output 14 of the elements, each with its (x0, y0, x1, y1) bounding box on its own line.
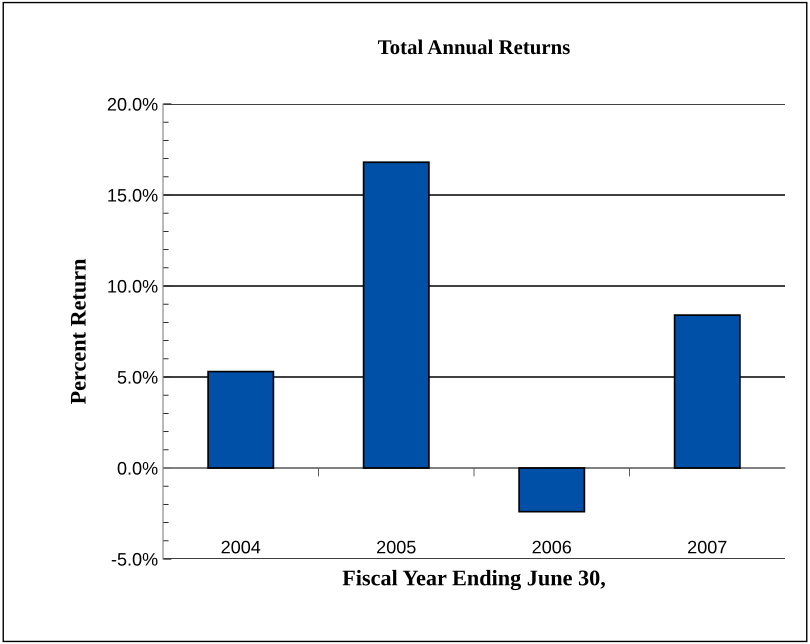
x-axis-title: Fiscal Year Ending June 30, (342, 570, 605, 590)
y-tick-label: 0.0% (118, 462, 158, 475)
x-tick-label: 2005 (377, 540, 416, 554)
chart-title: Total Annual Returns (378, 40, 570, 54)
x-tick-label: 2004 (222, 540, 260, 554)
y-tick-label: 10.0% (108, 280, 158, 293)
y-tick-label: -5.0% (112, 552, 158, 566)
bar (518, 467, 586, 513)
x-tick-label: 2006 (532, 540, 572, 554)
y-tick-label: 15.0% (108, 188, 158, 202)
y-tick-label: 20.0% (108, 98, 158, 111)
y-axis-title: Percent Return (70, 258, 86, 404)
y-tick-label: 5.0% (118, 370, 158, 384)
x-tick-label: 2007 (688, 540, 726, 554)
